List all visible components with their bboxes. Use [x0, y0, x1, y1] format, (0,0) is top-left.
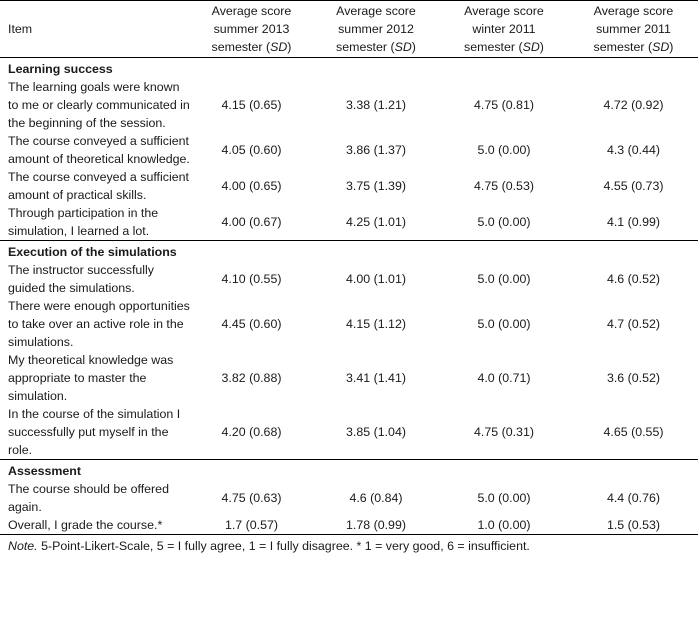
table-row: The course conveyed a sufficient amount … [0, 168, 698, 204]
cell-summer-2013: 4.20 (0.68) [221, 425, 282, 439]
row-item: The instructor successfully guided the s… [8, 263, 154, 295]
cell-summer-2011: 4.55 (0.73) [603, 179, 664, 193]
cell-summer-2012: 3.86 (1.37) [346, 143, 406, 157]
section-heading-row: Execution of the simulations [0, 240, 698, 261]
cell-summer-2013: 4.45 (0.60) [221, 317, 282, 331]
row-item: The course conveyed a sufficient amount … [8, 170, 189, 202]
table-row: The learning goals were known to me or c… [0, 78, 698, 132]
header-summer-2011: Average score summer 2011 semester (SD) [569, 0, 698, 58]
cell-summer-2011: 4.72 (0.92) [603, 98, 664, 112]
cell-winter-2011: 5.0 (0.00) [477, 143, 531, 157]
table-row: Through participation in the simulation,… [0, 204, 698, 241]
row-item: The learning goals were known to me or c… [8, 80, 190, 130]
cell-summer-2011: 4.7 (0.52) [606, 317, 661, 331]
row-item: Overall, I grade the course.* [0, 516, 190, 535]
cell-winter-2011: 1.0 (0.00) [439, 516, 569, 535]
cell-summer-2012: 3.75 (1.39) [346, 179, 406, 193]
table-row: The course should be offered again. 4.75… [0, 480, 698, 516]
cell-summer-2011: 1.5 (0.53) [569, 516, 698, 535]
cell-summer-2013: 1.7 (0.57) [190, 516, 313, 535]
table-header-row: Item Average score summer 2013 semester … [0, 0, 698, 58]
table-note: Note. 5-Point-Likert-Scale, 5 = I fully … [0, 537, 698, 555]
table-row: There were enough opportunities to take … [0, 297, 698, 351]
section-title: Execution of the simulations [0, 240, 190, 261]
header-item: Item [0, 0, 190, 58]
note-label: Note. [8, 539, 38, 553]
results-table: Item Average score summer 2013 semester … [0, 0, 698, 535]
cell-summer-2013: 4.10 (0.55) [221, 272, 282, 286]
cell-summer-2012: 4.25 (1.01) [346, 215, 406, 229]
cell-winter-2011: 5.0 (0.00) [477, 272, 531, 286]
cell-summer-2013: 4.75 (0.63) [221, 491, 282, 505]
section-title: Assessment [0, 459, 698, 480]
row-item: In the course of the simulation I succes… [8, 407, 181, 457]
cell-summer-2011: 4.1 (0.99) [606, 215, 661, 229]
cell-winter-2011: 5.0 (0.00) [477, 491, 531, 505]
cell-winter-2011: 4.0 (0.71) [477, 371, 531, 385]
results-table-container: Item Average score summer 2013 semester … [0, 0, 698, 555]
cell-summer-2012: 1.78 (0.99) [313, 516, 439, 535]
cell-summer-2012: 3.41 (1.41) [346, 371, 406, 385]
header-summer-2013: Average score summer 2013 semester (SD) [190, 0, 313, 58]
cell-summer-2013: 4.00 (0.65) [221, 179, 282, 193]
cell-summer-2011: 4.65 (0.55) [603, 425, 664, 439]
note-text: 5-Point-Likert-Scale, 5 = I fully agree,… [37, 539, 530, 553]
cell-winter-2011: 5.0 (0.00) [477, 317, 531, 331]
header-winter-2011: Average score winter 2011 semester (SD) [439, 0, 569, 58]
row-item: The course conveyed a sufficient amount … [8, 134, 190, 166]
row-item: Through participation in the simulation,… [8, 206, 159, 238]
row-item: My theoretical knowledge was appropriate… [8, 353, 174, 403]
cell-winter-2011: 4.75 (0.81) [474, 98, 534, 112]
cell-summer-2011: 4.3 (0.44) [606, 143, 661, 157]
table-row: The course conveyed a sufficient amount … [0, 132, 698, 168]
cell-summer-2013: 4.15 (0.65) [221, 98, 282, 112]
section-heading-row: Learning success [0, 58, 698, 79]
cell-summer-2012: 3.38 (1.21) [346, 98, 406, 112]
cell-winter-2011: 4.75 (0.31) [474, 425, 534, 439]
cell-summer-2012: 4.15 (1.12) [346, 317, 406, 331]
row-item: The course should be offered again. [8, 482, 169, 514]
cell-winter-2011: 5.0 (0.00) [477, 215, 531, 229]
row-item: There were enough opportunities to take … [8, 299, 190, 349]
section-title: Learning success [8, 62, 113, 76]
cell-summer-2013: 4.05 (0.60) [221, 143, 282, 157]
cell-summer-2011: 4.4 (0.76) [606, 491, 661, 505]
section-heading-row: Assessment [0, 459, 698, 480]
header-summer-2012: Average score summer 2012 semester (SD) [313, 0, 439, 58]
cell-summer-2012: 4.00 (1.01) [346, 272, 406, 286]
cell-summer-2012: 3.85 (1.04) [346, 425, 406, 439]
cell-summer-2013: 3.82 (0.88) [221, 371, 282, 385]
table-row: My theoretical knowledge was appropriate… [0, 351, 698, 405]
cell-summer-2013: 4.00 (0.67) [221, 215, 282, 229]
cell-winter-2011: 4.75 (0.53) [474, 179, 534, 193]
table-row: The instructor successfully guided the s… [0, 261, 698, 297]
cell-summer-2012: 4.6 (0.84) [349, 491, 403, 505]
table-row: Overall, I grade the course.* 1.7 (0.57)… [0, 516, 698, 535]
table-row: In the course of the simulation I succes… [0, 405, 698, 460]
cell-summer-2011: 4.6 (0.52) [606, 272, 661, 286]
cell-summer-2011: 3.6 (0.52) [606, 371, 661, 385]
